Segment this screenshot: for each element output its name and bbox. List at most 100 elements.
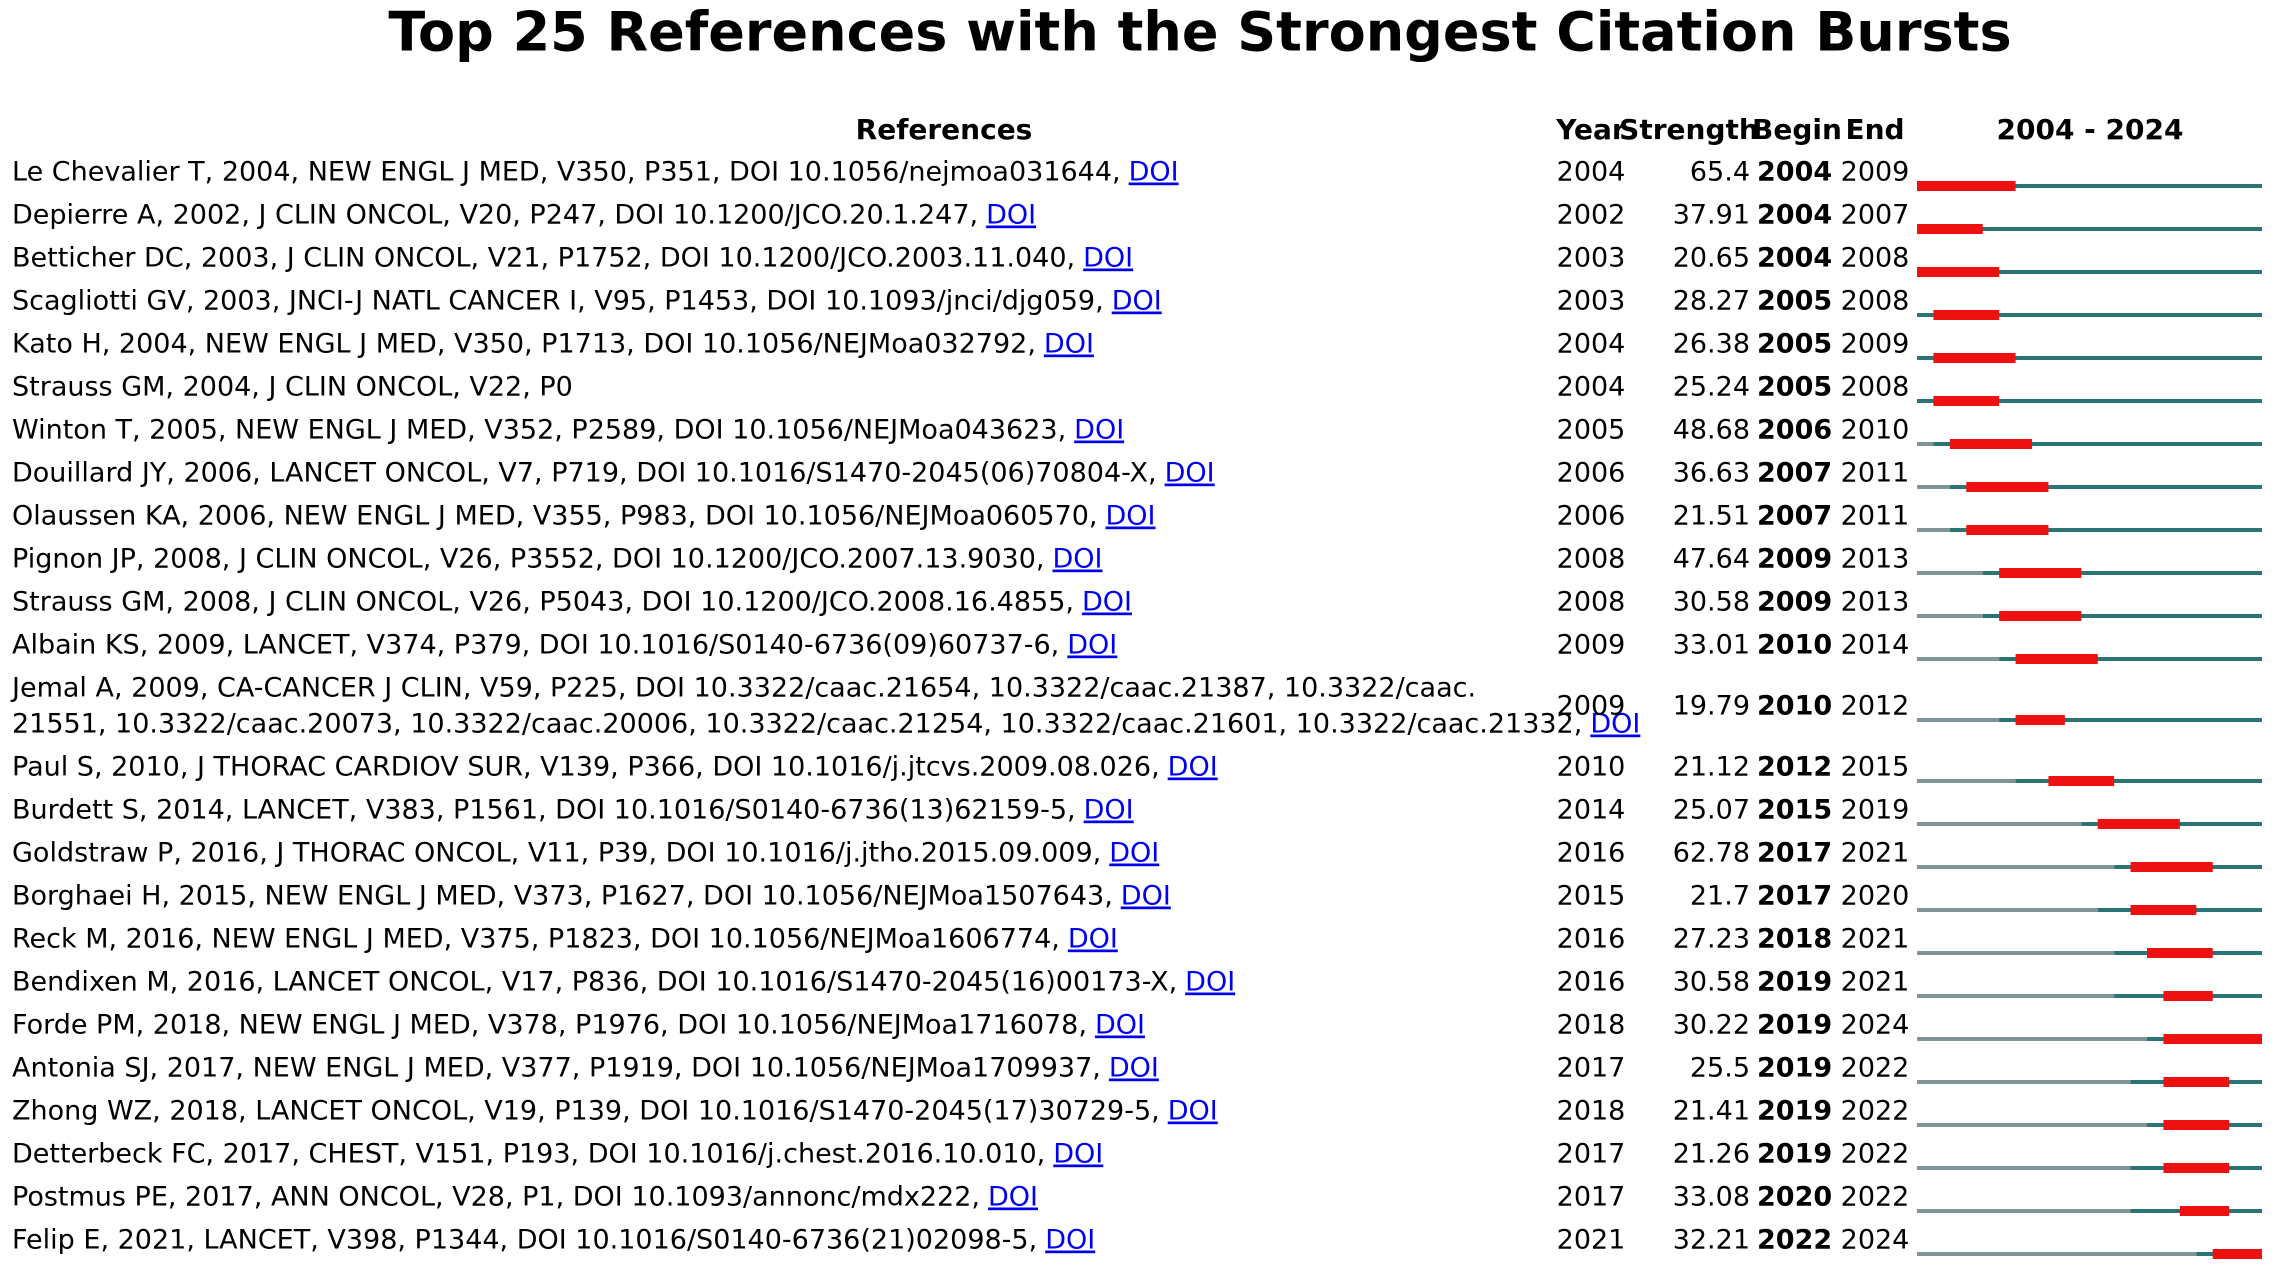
begin: 2022 — [1757, 1225, 1832, 1256]
post-publication-bar — [1917, 399, 2262, 403]
doi-link[interactable]: DOI — [1165, 458, 1215, 489]
strength: 21.12 — [1673, 752, 1750, 783]
strength: 30.58 — [1673, 967, 1750, 998]
pre-publication-bar — [1917, 657, 2000, 661]
post-publication-bar — [1917, 227, 2262, 231]
begin: 2005 — [1757, 329, 1832, 360]
doi-link[interactable]: DOI — [988, 1182, 1038, 1213]
end: 2024 — [1841, 1010, 1910, 1041]
reference: Olaussen KA, 2006, NEW ENGL J MED, V355,… — [12, 501, 1098, 532]
begin: 2017 — [1757, 838, 1832, 869]
begin: 2005 — [1757, 372, 1832, 403]
end: 2012 — [1841, 691, 1910, 722]
strength: 27.23 — [1673, 924, 1750, 955]
end: 2011 — [1841, 458, 1910, 489]
doi-link[interactable]: DOI — [1082, 587, 1132, 618]
doi-link[interactable]: DOI — [1185, 967, 1235, 998]
strength: 28.27 — [1673, 286, 1750, 317]
doi-link[interactable]: DOI — [1106, 501, 1156, 532]
doi-link[interactable]: DOI — [1053, 1139, 1103, 1170]
begin: 2015 — [1757, 795, 1832, 826]
year: 2017 — [1557, 1182, 1626, 1213]
pre-publication-bar — [1917, 1209, 2131, 1213]
post-publication-bar — [1917, 184, 2262, 188]
pre-publication-bar — [1917, 994, 2115, 998]
end: 2022 — [1841, 1182, 1910, 1213]
year: 2002 — [1557, 200, 1626, 231]
doi-link[interactable]: DOI — [1095, 1010, 1145, 1041]
reference: Scagliotti GV, 2003, JNCI-J NATL CANCER … — [12, 286, 1104, 317]
doi-link[interactable]: DOI — [986, 200, 1036, 231]
burst-bar — [1933, 396, 2000, 406]
pre-publication-bar — [1917, 1037, 2147, 1041]
end: 2015 — [1841, 752, 1910, 783]
year: 2005 — [1557, 415, 1626, 446]
post-publication-bar — [1917, 313, 2262, 317]
year: 2015 — [1557, 881, 1626, 912]
reference: Winton T, 2005, NEW ENGL J MED, V352, P2… — [12, 415, 1066, 446]
post-publication-bar — [1999, 718, 2262, 722]
post-publication-bar — [1949, 485, 2262, 489]
doi-link[interactable]: DOI — [1083, 243, 1133, 274]
year: 2016 — [1557, 838, 1626, 869]
doi-link[interactable]: DOI — [1109, 838, 1159, 869]
header-timeline: 2004 - 2024 — [1997, 113, 2184, 146]
pre-publication-bar — [1917, 865, 2115, 869]
pre-publication-bar — [1917, 779, 2016, 783]
strength: 36.63 — [1673, 458, 1750, 489]
pre-publication-bar — [1917, 485, 1950, 489]
reference: Betticher DC, 2003, J CLIN ONCOL, V21, P… — [12, 243, 1075, 274]
doi-link[interactable]: DOI — [1044, 329, 1094, 360]
reference: Postmus PE, 2017, ANN ONCOL, V28, P1, DO… — [12, 1182, 980, 1213]
doi-link[interactable]: DOI — [1168, 1096, 1218, 1127]
end: 2021 — [1841, 838, 1910, 869]
end: 2021 — [1841, 967, 1910, 998]
year: 2018 — [1557, 1010, 1626, 1041]
header-references: References — [856, 113, 1033, 146]
pre-publication-bar — [1917, 1080, 2131, 1084]
begin: 2006 — [1757, 415, 1832, 446]
end: 2019 — [1841, 795, 1910, 826]
doi-link[interactable]: DOI — [1121, 881, 1171, 912]
doi-link[interactable]: DOI — [1074, 415, 1124, 446]
strength: 33.08 — [1673, 1182, 1750, 1213]
doi-link[interactable]: DOI — [1129, 157, 1179, 188]
doi-link[interactable]: DOI — [1068, 924, 1118, 955]
pre-publication-bar — [1917, 614, 1983, 618]
reference: Kato H, 2004, NEW ENGL J MED, V350, P171… — [12, 329, 1036, 360]
year: 2003 — [1557, 243, 1626, 274]
header-end: End — [1845, 113, 1904, 146]
burst-bar — [2163, 1120, 2230, 1130]
doi-link[interactable]: DOI — [1052, 544, 1102, 575]
burst-bar — [2130, 862, 2213, 872]
end: 2007 — [1841, 200, 1910, 231]
begin: 2020 — [1757, 1182, 1832, 1213]
pre-publication-bar — [1917, 822, 2082, 826]
doi-link[interactable]: DOI — [1067, 630, 1117, 661]
doi-link[interactable]: DOI — [1109, 1053, 1159, 1084]
strength: 20.65 — [1673, 243, 1750, 274]
year: 2008 — [1557, 544, 1626, 575]
strength: 37.91 — [1673, 200, 1750, 231]
strength: 33.01 — [1673, 630, 1750, 661]
reference: Pignon JP, 2008, J CLIN ONCOL, V26, P355… — [12, 544, 1044, 575]
year: 2004 — [1557, 372, 1626, 403]
doi-link[interactable]: DOI — [1112, 286, 1162, 317]
burst-bar — [2097, 819, 2180, 829]
doi-link[interactable]: DOI — [1045, 1225, 1095, 1256]
reference: Jemal A, 2009, CA-CANCER J CLIN, V59, P2… — [10, 673, 1476, 704]
year: 2004 — [1557, 157, 1626, 188]
reference: Zhong WZ, 2018, LANCET ONCOL, V19, P139,… — [12, 1096, 1160, 1127]
doi-link[interactable]: DOI — [1590, 709, 1640, 740]
year: 2014 — [1557, 795, 1626, 826]
year: 2018 — [1557, 1096, 1626, 1127]
begin: 2004 — [1757, 243, 1832, 274]
pre-publication-bar — [1917, 442, 1934, 446]
reference: Felip E, 2021, LANCET, V398, P1344, DOI … — [12, 1225, 1037, 1256]
year: 2008 — [1557, 587, 1626, 618]
burst-bar — [1999, 611, 2082, 621]
doi-link[interactable]: DOI — [1084, 795, 1134, 826]
doi-link[interactable]: DOI — [1168, 752, 1218, 783]
pre-publication-bar — [1917, 1166, 2131, 1170]
